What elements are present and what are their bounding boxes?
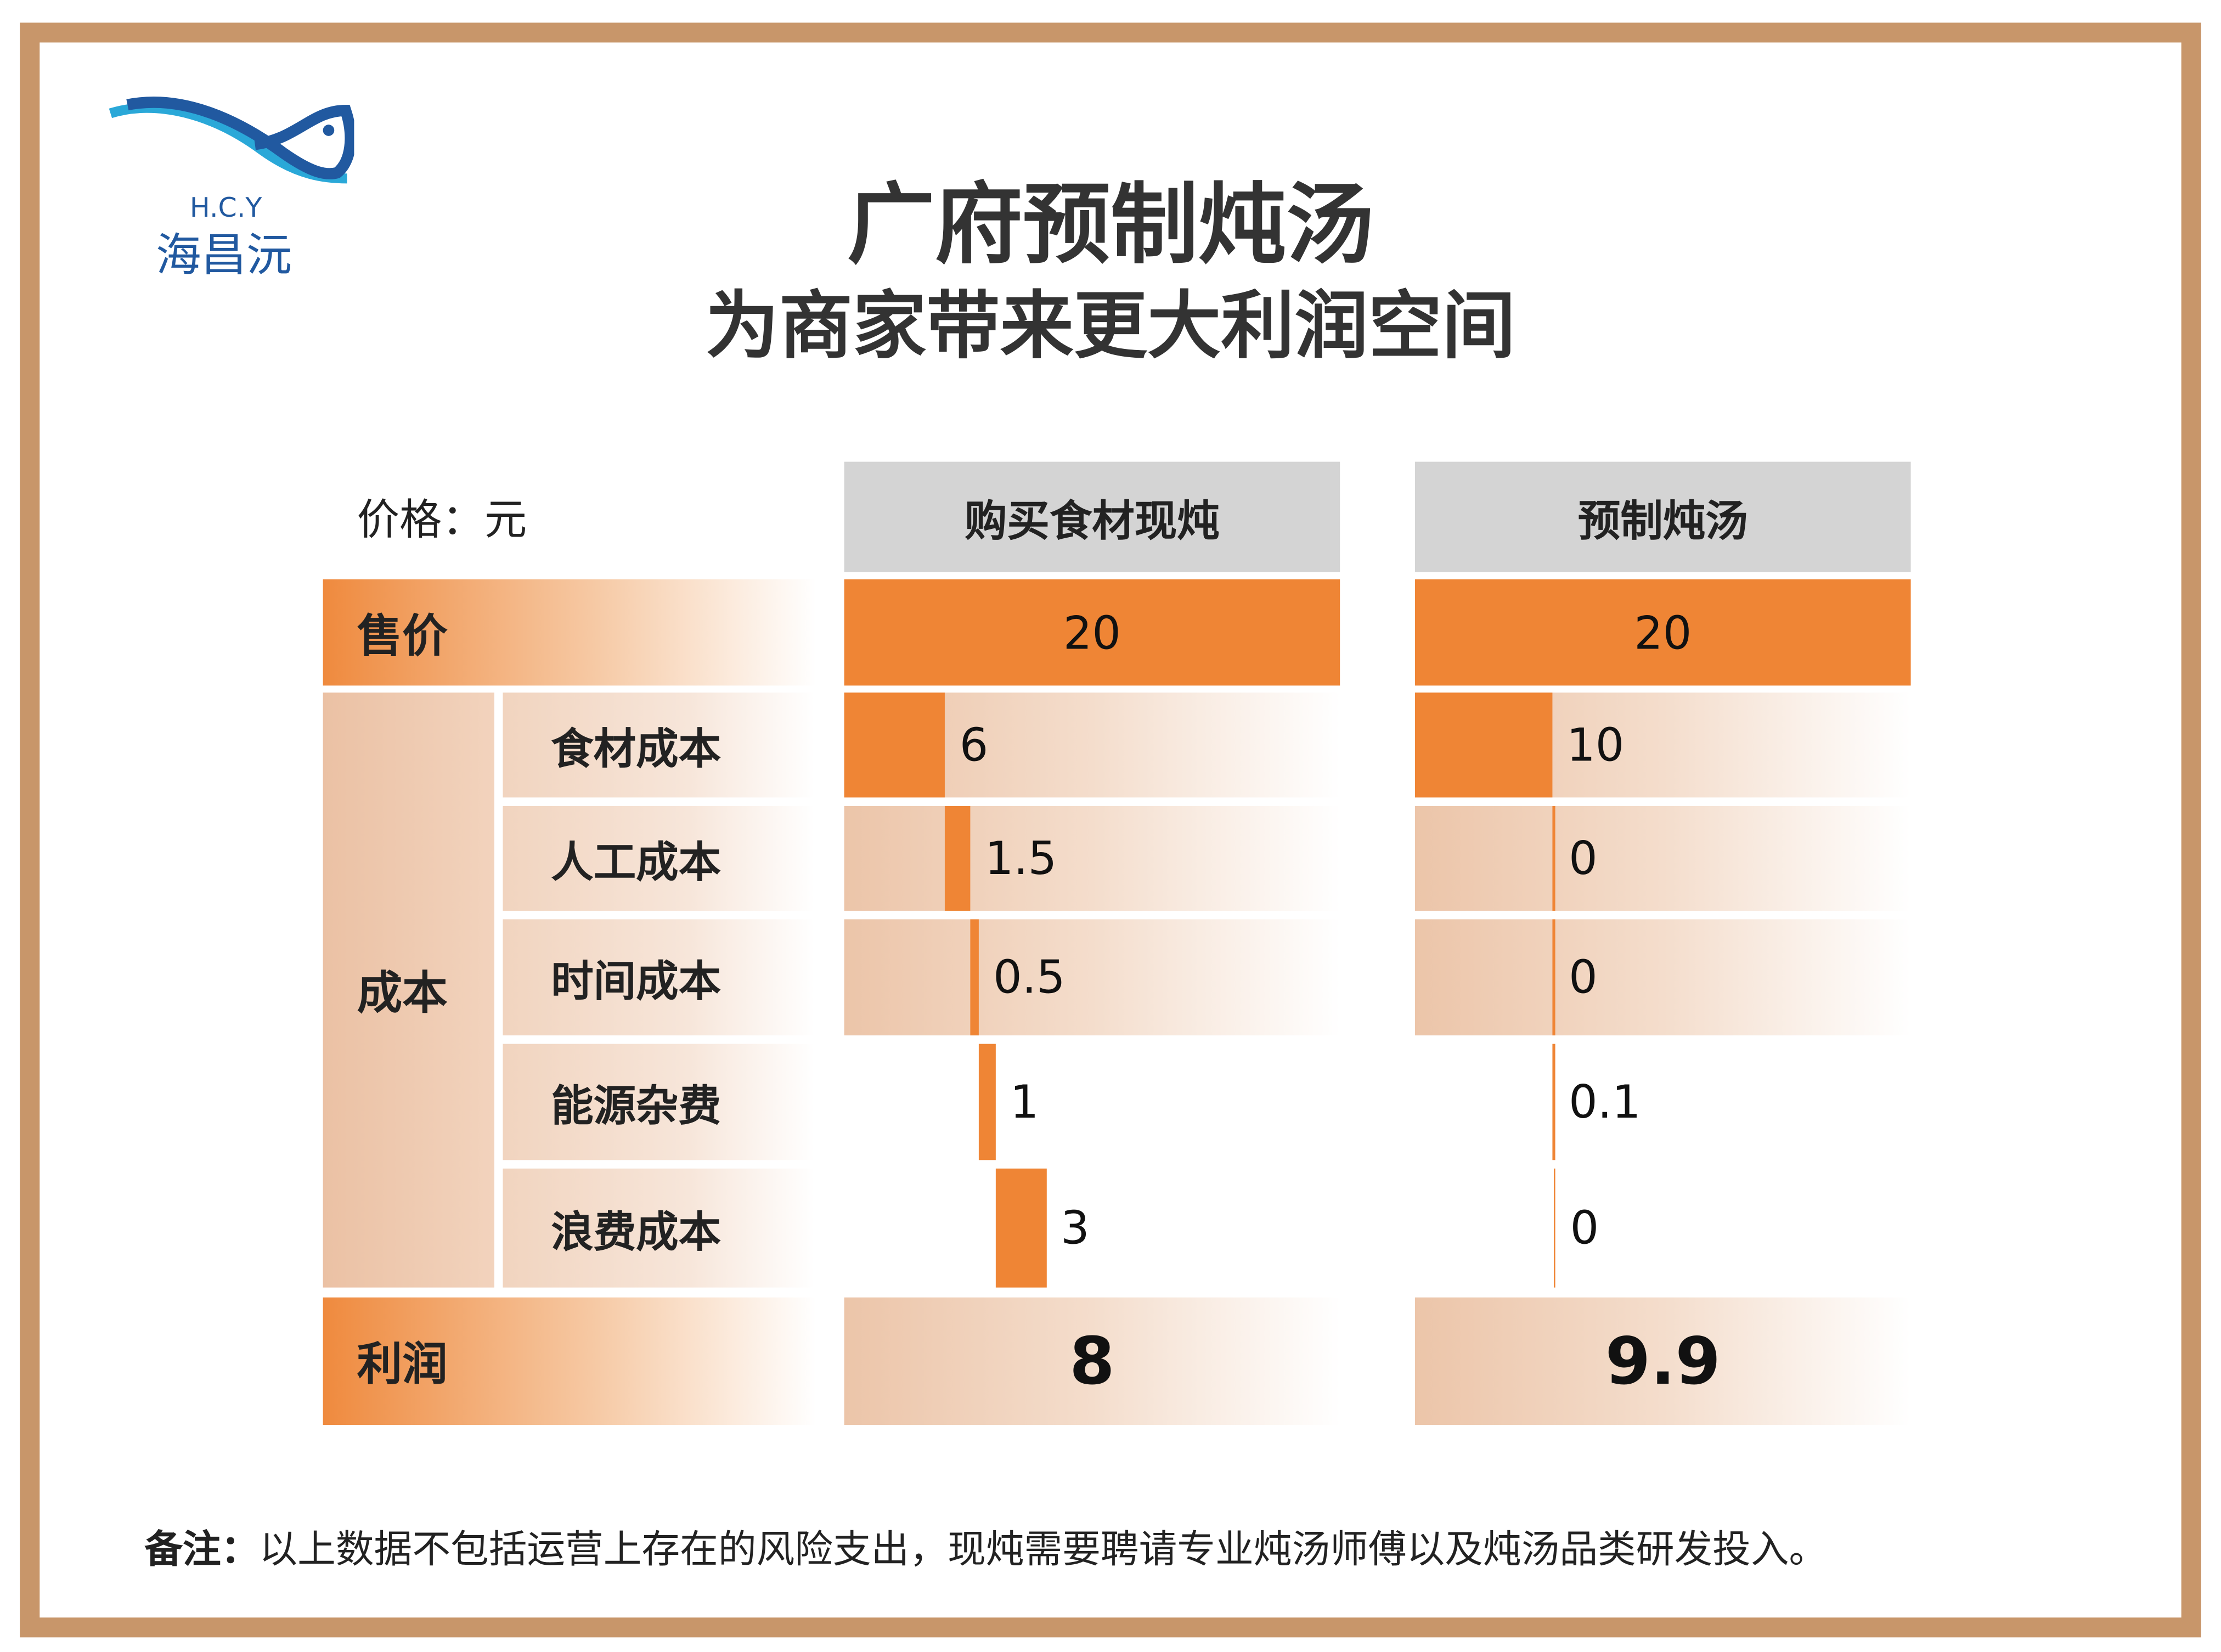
logo-latin: H.C.Y (189, 193, 262, 224)
title-line1: 广府预制炖汤 (847, 172, 1374, 277)
sale-label: 售价 (323, 579, 816, 686)
page-border (20, 22, 2201, 1638)
cost-value-label: 0 (1570, 1201, 1599, 1255)
cost-item-label: 食材成本 (503, 692, 815, 798)
waterfall-bar (1552, 919, 1555, 1036)
cost-item-label: 浪费成本 (503, 1168, 815, 1288)
cost-group-label: 成本 (323, 692, 494, 1288)
waterfall-bar (1553, 1168, 1556, 1288)
sale-value-0: 20 (844, 579, 1340, 686)
profit-value-0: 8 (844, 1297, 1340, 1425)
waterfall-bar (979, 1044, 996, 1160)
cost-value-label: 1 (1010, 1075, 1039, 1129)
profit-value-1: 9.9 (1415, 1297, 1911, 1425)
fish-logo-icon (99, 93, 356, 200)
cost-item-label: 时间成本 (503, 919, 815, 1036)
cost-value-label: 3 (1061, 1201, 1090, 1255)
waterfall-bar (996, 1168, 1047, 1288)
waterfall-bar (844, 692, 945, 798)
cost-row-background (844, 805, 1340, 911)
cost-item-label: 能源杂费 (503, 1044, 815, 1160)
cost-item-label: 人工成本 (503, 805, 815, 911)
column-header-0: 购买食材现炖 (844, 461, 1340, 572)
cost-value-label: 0 (1569, 950, 1598, 1005)
unit-label: 价格：元 (357, 495, 527, 545)
cost-value-label: 1.5 (984, 831, 1057, 886)
cost-row-background (844, 919, 1340, 1036)
profit-label: 利润 (323, 1297, 816, 1425)
waterfall-bar (1552, 805, 1555, 911)
logo-chinese: 海昌沅 (155, 228, 292, 282)
waterfall-bar (1415, 692, 1553, 798)
note-label: 备注： (144, 1528, 260, 1572)
cost-value-label: 0 (1569, 831, 1598, 886)
waterfall-bar (971, 919, 979, 1036)
cost-value-label: 6 (959, 718, 989, 772)
column-header-1: 预制炖汤 (1415, 461, 1911, 572)
cost-row-background (1415, 805, 1911, 911)
sale-value-1: 20 (1415, 579, 1911, 686)
note-text: 以上数据不包括运营上存在的风险支出，现炖需要聘请专业炖汤师傅以及炖汤品类研发投入… (259, 1528, 1828, 1572)
cost-value-label: 0.5 (993, 950, 1066, 1005)
cost-value-label: 0.1 (1569, 1075, 1641, 1129)
title-line2: 为商家带来更大利润空间 (705, 284, 1516, 370)
waterfall-bar (1552, 1044, 1555, 1160)
cost-value-label: 10 (1566, 718, 1625, 772)
footnote: 备注：以上数据不包括运营上存在的风险支出，现炖需要聘请专业炖汤师傅以及炖汤品类研… (144, 1518, 1827, 1574)
cost-row-background (1415, 919, 1911, 1036)
waterfall-bar (945, 805, 971, 911)
